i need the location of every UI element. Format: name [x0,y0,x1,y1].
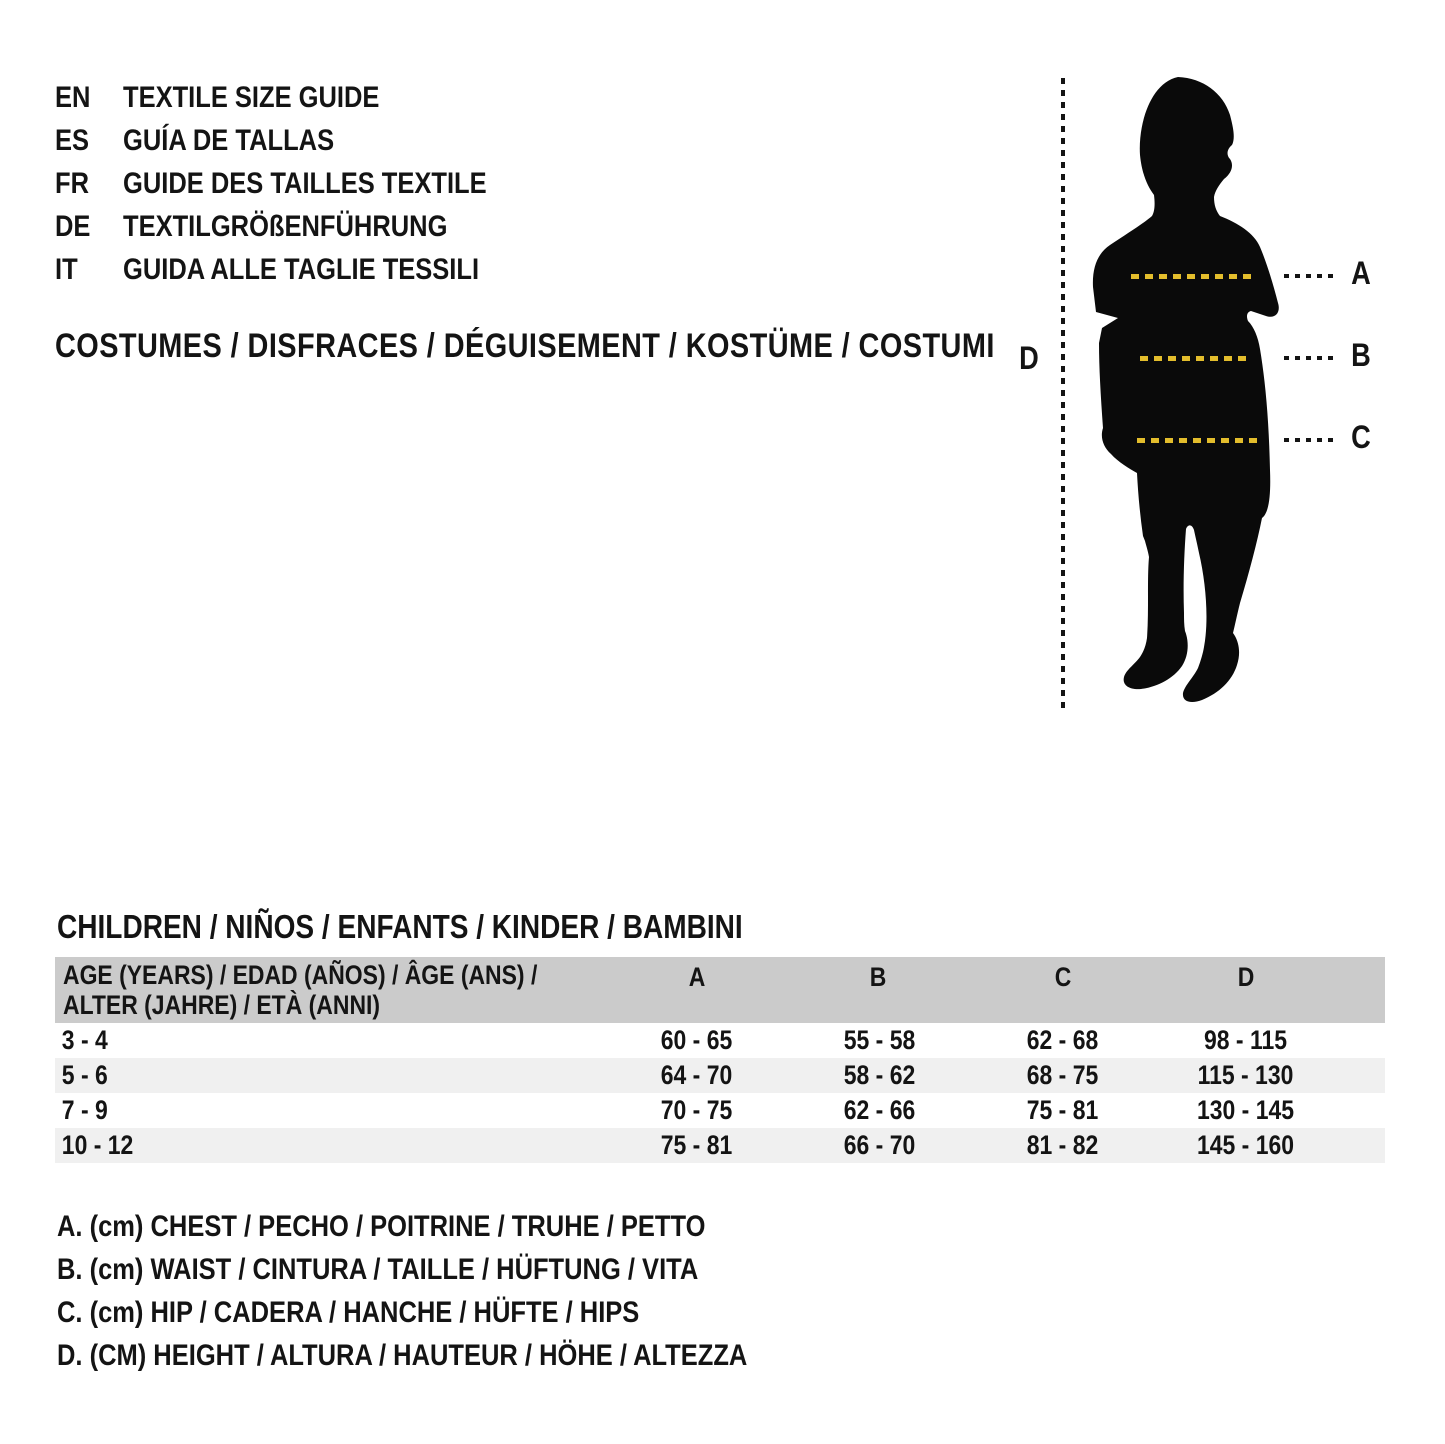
hip-cell: 75 - 81 [1026,1095,1099,1125]
hip-measure-dash [1137,438,1257,443]
language-code: FR [55,166,89,200]
legend-item-chest: A. (cm) CHEST / PECHO / POITRINE / TRUHE… [57,1209,706,1243]
age-column-header: AGE (YEARS) / EDAD (AÑOS) / ÂGE (ANS) / … [63,960,621,1020]
column-header-b: B [869,962,887,992]
height-cell: 98 - 115 [1204,1025,1287,1055]
column-header-a: A [688,962,706,992]
table-header-row: AGE (YEARS) / EDAD (AÑOS) / ÂGE (ANS) / … [55,957,1385,1023]
waist-cell: 66 - 70 [843,1130,916,1160]
language-row-es: ES GUÍA DE TALLAS [55,119,487,162]
section-title-children: CHILDREN / NIÑOS / ENFANTS / KINDER / BA… [57,908,743,945]
language-code: EN [55,80,91,114]
chest-cell: 60 - 65 [660,1025,733,1055]
language-title: TEXTILE SIZE GUIDE [123,80,380,114]
chest-cell: 75 - 81 [660,1130,733,1160]
language-row-it: IT GUIDA ALLE TAGLIE TESSILI [55,248,487,291]
measure-label-c: C [1351,419,1371,455]
waist-cell: 58 - 62 [843,1060,916,1090]
age-header-line1: AGE (YEARS) / EDAD (AÑOS) / ÂGE (ANS) / [63,960,538,990]
children-size-table: AGE (YEARS) / EDAD (AÑOS) / ÂGE (ANS) / … [55,957,1385,1163]
language-code: DE [55,209,91,243]
language-code: ES [55,123,90,157]
age-cell: 10 - 12 [61,1130,134,1160]
language-title: GUIDE DES TAILLES TEXTILE [123,166,487,200]
chest-cell: 64 - 70 [660,1060,733,1090]
waist-measure-dash [1140,356,1250,361]
age-cell: 3 - 4 [61,1025,108,1055]
hip-cell: 81 - 82 [1026,1130,1099,1160]
table-row: 5 - 6 64 - 70 58 - 62 68 - 75 115 - 130 [55,1058,1385,1093]
language-code: IT [55,252,78,286]
hip-cell: 62 - 68 [1026,1025,1099,1055]
language-row-de: DE TEXTILGRÖßENFÜHRUNG [55,205,487,248]
measure-label-b: B [1351,337,1371,373]
waist-cell: 55 - 58 [843,1025,916,1055]
column-header-d: D [1237,962,1255,992]
age-cell: 7 - 9 [61,1095,108,1125]
waist-pointer-line [1284,356,1334,360]
height-cell: 115 - 130 [1197,1060,1294,1090]
language-title: TEXTILGRÖßENFÜHRUNG [123,209,448,243]
chest-pointer-line [1284,274,1334,278]
language-title: GUÍA DE TALLAS [123,123,335,157]
column-header-c: C [1054,962,1072,992]
legend-item-height: D. (CM) HEIGHT / ALTURA / HAUTEUR / HÖHE… [57,1338,748,1372]
language-row-en: EN TEXTILE SIZE GUIDE [55,76,487,119]
table-row: 10 - 12 75 - 81 66 - 70 81 - 82 145 - 16… [55,1128,1385,1163]
age-cell: 5 - 6 [61,1060,108,1090]
language-guide-list: EN TEXTILE SIZE GUIDE ES GUÍA DE TALLAS … [55,76,563,291]
waist-cell: 62 - 66 [843,1095,916,1125]
category-title: COSTUMES / DISFRACES / DÉGUISEMENT / KOS… [55,327,995,365]
legend-item-hip: C. (cm) HIP / CADERA / HANCHE / HÜFTE / … [57,1295,640,1329]
age-header-line2: ALTER (JAHRE) / ETÀ (ANNI) [63,990,381,1020]
measure-label-a: A [1351,255,1371,291]
height-dotted-line [1061,78,1065,713]
hip-pointer-line [1284,438,1334,442]
height-cell: 145 - 160 [1197,1130,1294,1160]
table-row: 3 - 4 60 - 65 55 - 58 62 - 68 98 - 115 [55,1023,1385,1058]
measurement-legend: A. (cm) CHEST / PECHO / POITRINE / TRUHE… [57,1205,869,1377]
language-row-fr: FR GUIDE DES TAILLES TEXTILE [55,162,487,205]
child-silhouette [1092,77,1279,702]
hip-cell: 68 - 75 [1026,1060,1099,1090]
legend-item-waist: B. (cm) WAIST / CINTURA / TAILLE / HÜFTU… [57,1252,699,1286]
table-row: 7 - 9 70 - 75 62 - 66 75 - 81 130 - 145 [55,1093,1385,1128]
height-cell: 130 - 145 [1197,1095,1294,1125]
chest-measure-dash [1131,274,1256,279]
chest-cell: 70 - 75 [660,1095,733,1125]
height-label-d: D [1019,340,1039,376]
language-title: GUIDA ALLE TAGLIE TESSILI [123,252,480,286]
